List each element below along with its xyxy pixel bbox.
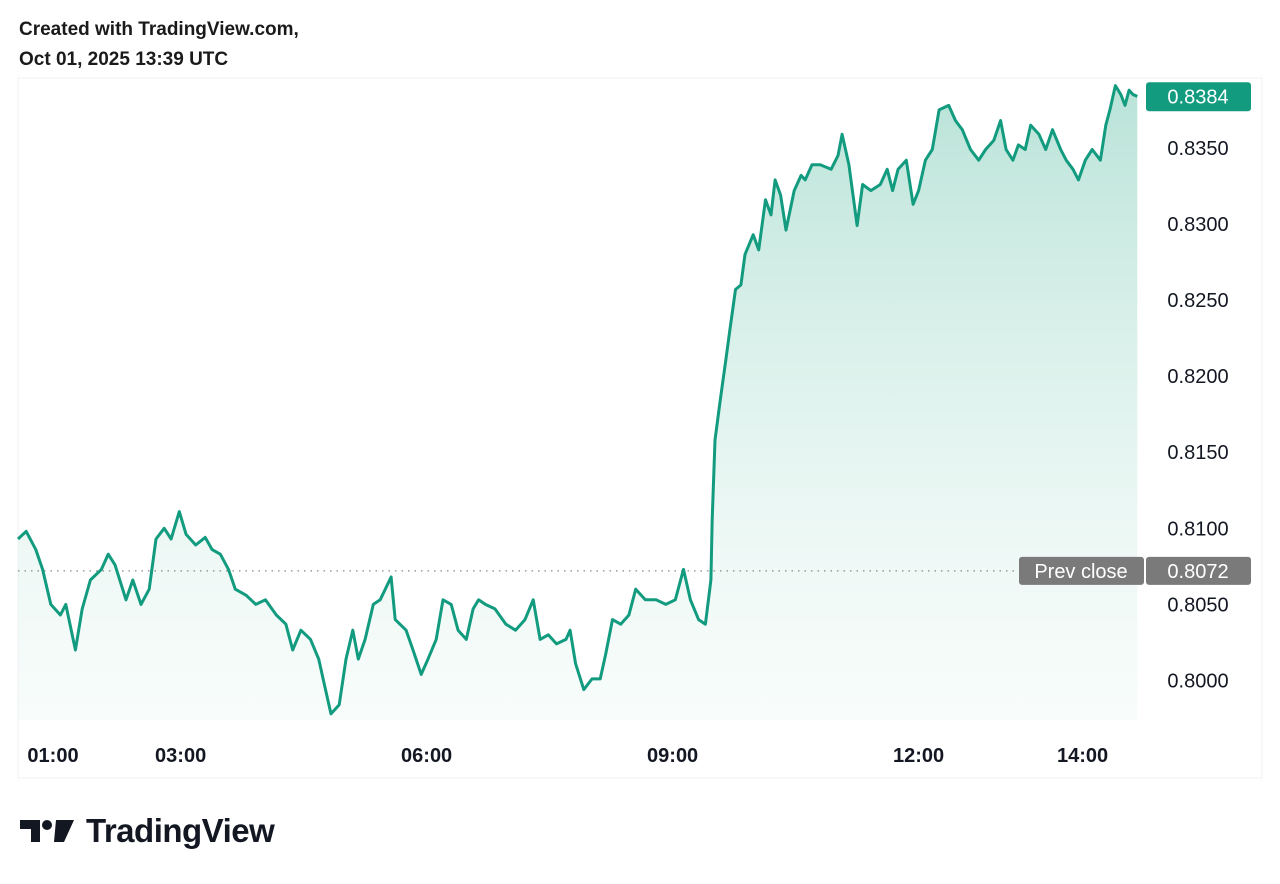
last-price-badge: 0.8384 (1146, 82, 1251, 112)
tradingview-logo-text: TradingView (86, 812, 275, 849)
prev-close-value: 0.8072 (1167, 561, 1228, 583)
y-tick-label: 0.8300 (1167, 214, 1228, 236)
x-tick-label: 06:00 (401, 745, 452, 767)
tradingview-logo-icon (20, 820, 74, 842)
x-tick-label: 03:00 (155, 745, 206, 767)
tradingview-logo: TradingView (20, 812, 275, 850)
y-tick-label: 0.8200 (1167, 366, 1228, 388)
price-area-fill (18, 85, 1138, 721)
header-timestamp: Oct 01, 2025 13:39 UTC (19, 49, 229, 70)
price-line (16, 84, 1138, 716)
last-price-value: 0.8384 (1167, 86, 1228, 108)
prev-close-label: Prev close (1034, 561, 1127, 583)
y-tick-label: 0.8000 (1167, 670, 1228, 692)
x-tick-label: 01:00 (27, 745, 78, 767)
prev-close-badge: Prev close 0.8072 (1019, 556, 1251, 585)
header-created-with: Created with TradingView.com, (19, 19, 299, 40)
y-tick-label: 0.8050 (1167, 594, 1228, 616)
y-tick-label: 0.8150 (1167, 442, 1228, 464)
y-tick-label: 0.8100 (1167, 518, 1228, 540)
x-tick-label: 14:00 (1057, 745, 1108, 767)
x-tick-label: 09:00 (647, 745, 698, 767)
x-tick-label: 12:00 (893, 745, 944, 767)
y-tick-label: 0.8250 (1167, 290, 1228, 312)
y-tick-label: 0.8350 (1167, 138, 1228, 160)
chart-frame (17, 77, 1263, 779)
